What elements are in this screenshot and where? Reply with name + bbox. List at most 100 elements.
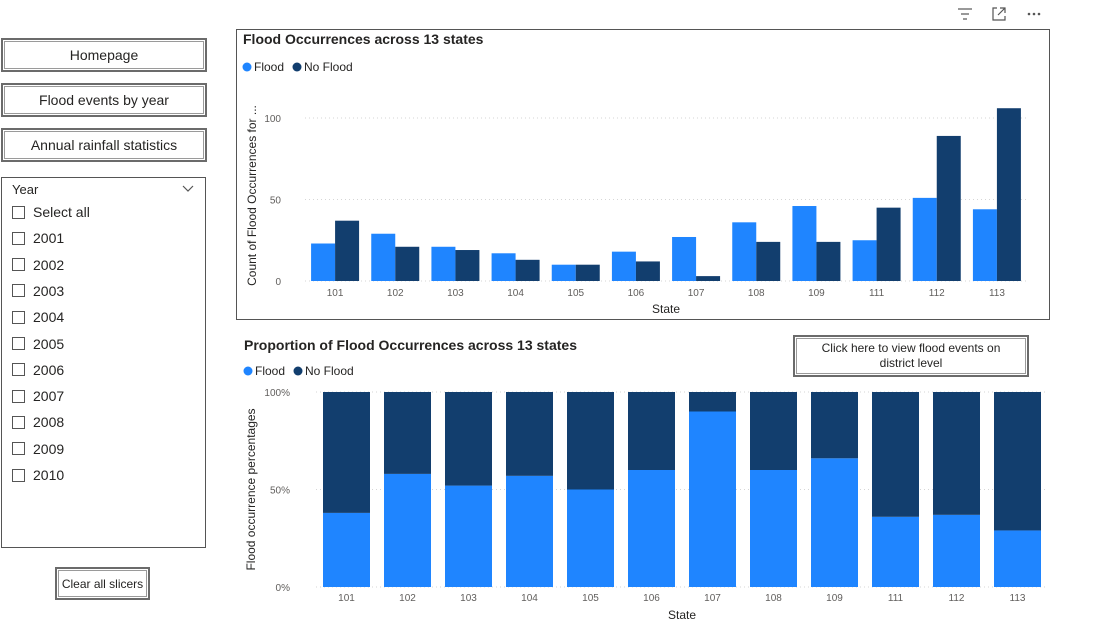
filter-icon[interactable] [957, 6, 973, 22]
bar-no-flood-102 [384, 392, 431, 474]
flood-occurrences-svg: Flood Occurrences across 13 states Flood N… [242, 31, 1027, 316]
slicer-item-2007[interactable]: 2007 [12, 388, 64, 404]
x-tick-label: 113 [1010, 593, 1026, 604]
x-tick-label: 112 [929, 288, 945, 299]
slicer-item-2005[interactable]: 2005 [12, 336, 64, 352]
x-tick-label: 107 [704, 593, 721, 604]
legend-label-no-flood: No Flood [305, 364, 354, 378]
bar-no-flood-107 [689, 392, 736, 412]
slicer-item-2009[interactable]: 2009 [12, 441, 64, 457]
x-tick-label: 102 [399, 593, 416, 604]
bar-flood-104 [506, 475, 553, 587]
bar-flood-106 [628, 470, 675, 587]
bar-no-flood-111 [876, 207, 901, 281]
x-tick-label: 109 [826, 593, 843, 604]
bar-flood-106 [611, 251, 636, 281]
slicer-item-2004[interactable]: 2004 [12, 309, 64, 325]
legend-marker-flood [242, 62, 252, 72]
bar-no-flood-105 [567, 392, 614, 490]
bar-flood-102 [384, 473, 431, 587]
x-tick-label: 111 [869, 288, 885, 299]
flood-events-by-year-button[interactable]: Flood events by year [1, 83, 207, 117]
annual-rainfall-button[interactable]: Annual rainfall statistics [1, 128, 207, 162]
slicer-item-2006[interactable]: 2006 [12, 362, 64, 378]
x-tick-label: 101 [338, 593, 355, 604]
checkbox[interactable] [12, 205, 25, 219]
slicer-item-2003[interactable]: 2003 [12, 283, 64, 299]
checkbox[interactable] [12, 363, 25, 377]
more-options-icon[interactable] [1026, 6, 1042, 22]
clear-all-slicers-button[interactable]: Clear all slicers [55, 567, 150, 600]
bar-flood-107 [689, 411, 736, 587]
slicer-item-label: 2005 [33, 335, 65, 352]
x-axis-label: State [668, 608, 696, 622]
bar-no-flood-104 [515, 259, 540, 281]
slicer-select-all[interactable]: Select all [12, 204, 90, 220]
chart-title: Proportion of Flood Occurrences across 1… [244, 337, 577, 353]
x-tick-label: 111 [888, 593, 904, 604]
y-axis-label: Flood occurrence percentages [244, 408, 258, 570]
checkbox[interactable] [12, 310, 25, 324]
slicer-item-label: 2008 [33, 414, 65, 431]
bar-no-flood-113 [996, 108, 1021, 281]
legend-label-flood: Flood [254, 60, 284, 74]
bar-no-flood-108 [756, 241, 781, 281]
slicer-item-2001[interactable]: 2001 [12, 230, 64, 246]
bar-flood-112 [933, 514, 980, 587]
chevron-down-icon[interactable] [181, 181, 195, 195]
bar-no-flood-105 [575, 264, 600, 281]
checkbox[interactable] [12, 468, 25, 482]
slicer-item-2002[interactable]: 2002 [12, 257, 64, 273]
slicer-item-label: 2003 [33, 282, 65, 299]
x-tick-label: 102 [387, 288, 404, 299]
x-tick-label: 105 [582, 593, 599, 604]
bar-no-flood-112 [936, 135, 961, 281]
checkbox[interactable] [12, 258, 25, 272]
x-tick-label: 108 [748, 288, 765, 299]
bar-flood-105 [567, 489, 614, 587]
bar-no-flood-113 [994, 392, 1041, 531]
bar-no-flood-103 [445, 392, 492, 486]
bar-flood-112 [912, 197, 937, 281]
bar-flood-105 [551, 264, 576, 281]
bar-no-flood-111 [872, 392, 919, 517]
legend-label-no-flood: No Flood [304, 60, 353, 74]
legend-marker-flood [243, 366, 253, 376]
x-tick-label: 112 [949, 593, 965, 604]
checkbox[interactable] [12, 337, 25, 350]
flood-proportion-svg: Proportion of Flood Occurrences across 1… [243, 337, 1048, 622]
homepage-button[interactable]: Homepage [1, 38, 207, 72]
slicer-item-2008[interactable]: 2008 [12, 414, 64, 430]
bar-flood-103 [445, 485, 492, 587]
checkbox[interactable] [12, 389, 25, 403]
slicer-item-label: 2004 [33, 309, 65, 326]
x-tick-label: 113 [989, 288, 1005, 299]
checkbox[interactable] [12, 415, 25, 429]
bar-no-flood-109 [816, 241, 841, 281]
bar-flood-108 [732, 222, 757, 281]
x-tick-label: 108 [765, 593, 782, 604]
x-tick-label: 104 [521, 593, 538, 604]
slicer-header: Year [12, 182, 39, 197]
checkbox[interactable] [12, 231, 25, 245]
y-tick-label: 50 [270, 196, 282, 207]
x-tick-label: 107 [688, 288, 705, 299]
checkbox[interactable] [12, 284, 25, 298]
x-tick-label: 106 [628, 288, 645, 299]
bar-no-flood-108 [750, 392, 797, 470]
bar-flood-111 [872, 516, 919, 587]
legend-label-flood: Flood [255, 364, 285, 378]
slicer-item-2010[interactable]: 2010 [12, 467, 64, 483]
slicer-item-label: 2007 [33, 388, 65, 405]
bar-flood-111 [852, 240, 877, 281]
focus-mode-icon[interactable] [991, 6, 1007, 22]
bar-flood-109 [811, 458, 858, 587]
checkbox[interactable] [12, 442, 25, 456]
x-tick-label: 103 [460, 593, 477, 604]
x-tick-label: 104 [507, 288, 524, 299]
bar-no-flood-101 [323, 392, 370, 513]
district-level-button[interactable]: Click here to view flood events on distr… [793, 335, 1029, 377]
bar-no-flood-109 [811, 392, 858, 459]
y-tick-label: 50% [270, 486, 290, 497]
bar-flood-113 [994, 530, 1041, 587]
